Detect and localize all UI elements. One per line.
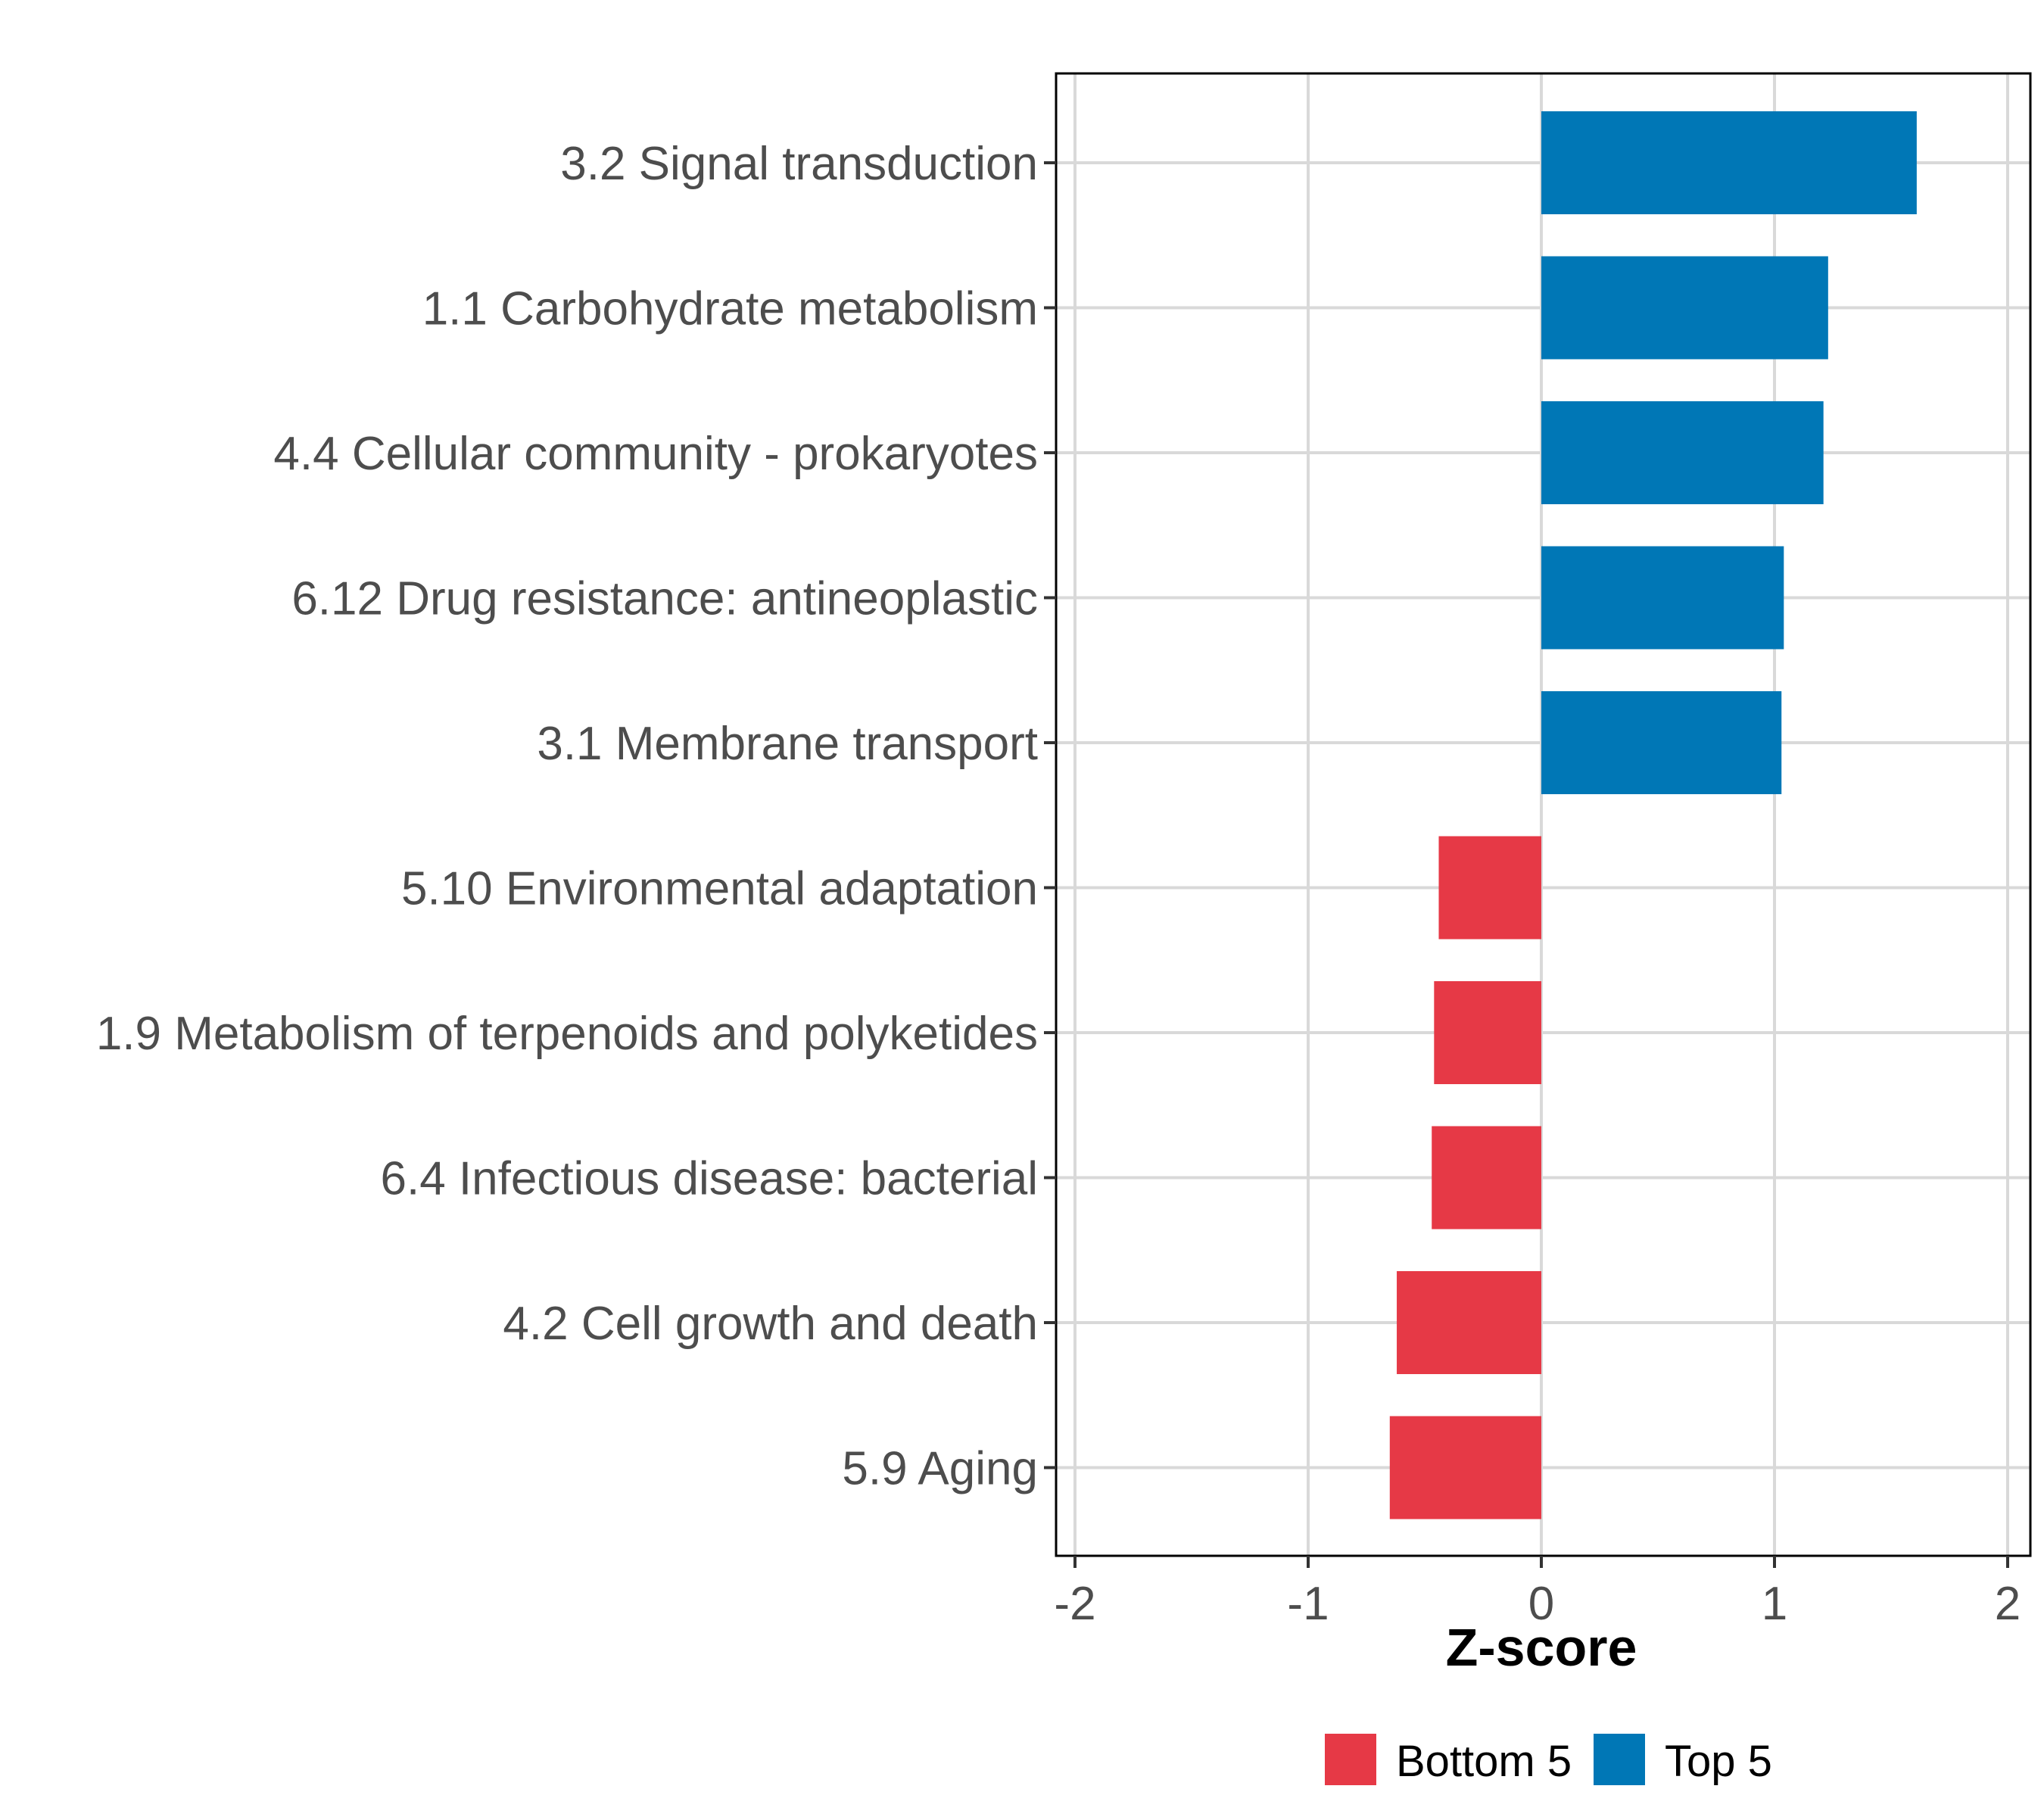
legend-label: Bottom 5 — [1396, 1737, 1572, 1786]
x-axis-ticks — [1073, 1556, 2009, 1568]
category-label: 3.1 Membrane transport — [537, 718, 1038, 770]
category-label: 1.1 Carbohydrate metabolism — [422, 283, 1038, 335]
category-label: 5.10 Environmental adaptation — [401, 863, 1038, 915]
x-axis-title: Z-score — [1446, 1618, 1637, 1677]
bar-top — [1541, 546, 1784, 650]
bar-bottom — [1397, 1271, 1541, 1374]
legend-item: Bottom 5 — [1325, 1734, 1572, 1786]
legend-label: Top 5 — [1665, 1737, 1772, 1786]
legend: Bottom 5 Top 5 — [1325, 1734, 1772, 1786]
bar-top — [1541, 111, 1917, 214]
bar-bottom — [1438, 836, 1541, 940]
category-label: 3.2 Signal transduction — [560, 138, 1038, 190]
x-tick-label: -1 — [1287, 1578, 1329, 1630]
category-label: 4.2 Cell growth and death — [503, 1298, 1038, 1350]
category-label: 6.4 Infectious disease: bacterial — [380, 1153, 1038, 1205]
plot-panel-border — [1055, 72, 2032, 1557]
legend-key — [1325, 1734, 1376, 1785]
x-tick-label: 2 — [1995, 1578, 2021, 1630]
legend-key — [1594, 1734, 1645, 1785]
category-label: 5.9 Aging — [842, 1443, 1038, 1495]
bars — [1389, 111, 1917, 1519]
category-label: 4.4 Cellular community - prokaryotes — [273, 428, 1038, 480]
y-axis-ticks — [1044, 161, 1056, 1469]
bar-bottom — [1432, 1126, 1541, 1230]
bar-top — [1541, 256, 1828, 360]
x-tick-label: 0 — [1528, 1578, 1554, 1630]
bar-bottom — [1434, 981, 1541, 1084]
x-axis-labels: -2 -1 0 1 2 — [1054, 1578, 2021, 1630]
category-label: 1.9 Metabolism of terpenoids and polyket… — [96, 1008, 1038, 1060]
y-axis-labels: 3.2 Signal transduction 1.1 Carbohydrate … — [96, 138, 1038, 1495]
category-label: 6.12 Drug resistance: antineoplastic — [291, 573, 1038, 625]
x-tick-label: 1 — [1762, 1578, 1787, 1630]
bar-bottom — [1389, 1416, 1541, 1519]
x-tick-label: -2 — [1054, 1578, 1095, 1630]
bar-top — [1541, 691, 1782, 794]
bar-top — [1541, 401, 1824, 504]
legend-item: Top 5 — [1594, 1734, 1772, 1786]
